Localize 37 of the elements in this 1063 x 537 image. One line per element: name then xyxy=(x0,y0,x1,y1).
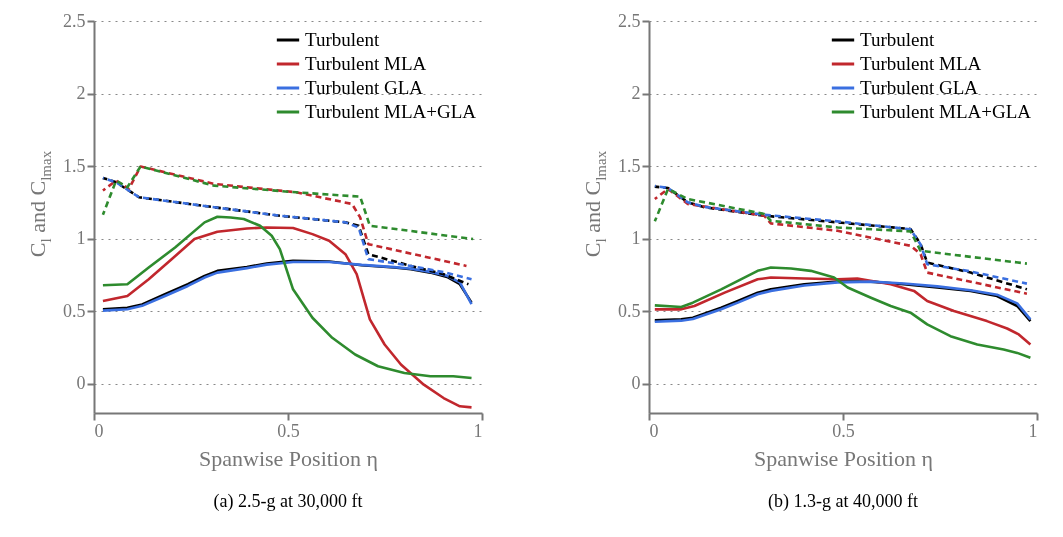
text: (a) 2.5-g at 30,000 ft xyxy=(213,491,363,512)
line-series xyxy=(653,187,1029,265)
legend-label: Turbulent MLA xyxy=(305,53,427,74)
y-tick-label: 0.5 xyxy=(63,300,86,321)
y-tick-label: 0 xyxy=(76,373,86,394)
y-tick-label: 1 xyxy=(631,228,641,249)
x-axis-title: Spanwise Position η xyxy=(199,445,378,471)
y-tick-label: 2 xyxy=(76,83,86,104)
line-series xyxy=(653,276,1032,346)
legend-label: Turbulent xyxy=(305,29,380,50)
line-series xyxy=(101,165,475,241)
legend-label: Turbulent MLA xyxy=(860,53,982,74)
legend-label: Turbulent GLA xyxy=(860,77,979,98)
x-axis-title: Spanwise Position η xyxy=(754,445,933,471)
y-tick-label: 2 xyxy=(631,83,641,104)
legend-label: Turbulent xyxy=(860,29,935,50)
legend-label: Turbulent MLA+GLA xyxy=(860,101,1032,122)
line-series xyxy=(101,165,468,268)
y-tick-label: 0 xyxy=(631,373,641,394)
x-tick-label: 0 xyxy=(94,420,104,441)
x-tick-label: 0.5 xyxy=(277,420,300,441)
y-tick-label: 2.5 xyxy=(63,10,86,31)
x-tick-label: 0.5 xyxy=(832,420,855,441)
x-tick-label: 0 xyxy=(649,420,659,441)
y-tick-label: 1 xyxy=(76,228,86,249)
line-series xyxy=(101,226,473,409)
y-tick-label: 1.5 xyxy=(63,155,86,176)
y-tick-label: 2.5 xyxy=(618,10,641,31)
legend-label: Turbulent MLA+GLA xyxy=(305,101,477,122)
x-tick-label: 1 xyxy=(1028,420,1038,441)
y-tick-label: 0.5 xyxy=(618,300,641,321)
x-tick-label: 1 xyxy=(473,420,483,441)
y-tick-label: 1.5 xyxy=(618,155,641,176)
line-series xyxy=(101,215,473,380)
line-series xyxy=(653,266,1032,360)
legend-label: Turbulent GLA xyxy=(305,77,424,98)
text: (b) 1.3-g at 40,000 ft xyxy=(768,491,918,512)
